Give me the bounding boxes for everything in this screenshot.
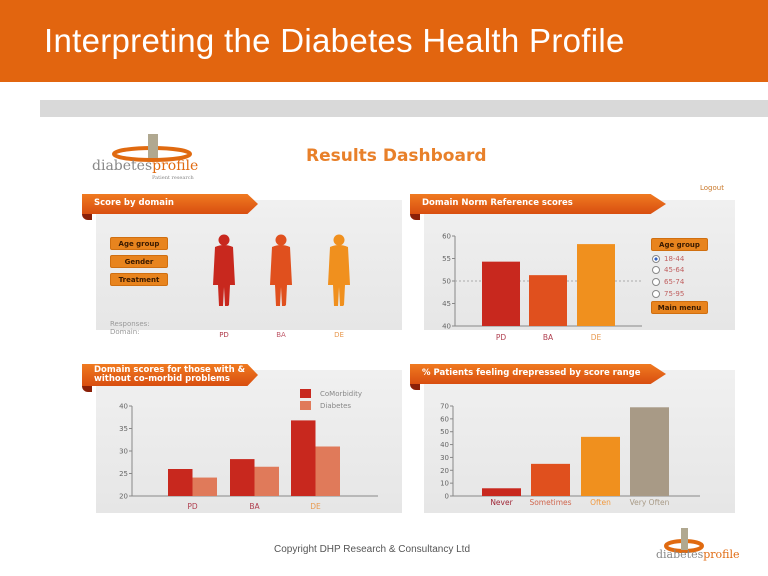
- age-group-select-button[interactable]: Age group: [651, 238, 708, 251]
- ribbon-fold: [410, 382, 420, 390]
- category-label: DE: [310, 502, 321, 511]
- main-menu-button[interactable]: Main menu: [651, 301, 708, 314]
- category-label: Sometimes: [529, 498, 571, 507]
- category-label: Often: [590, 498, 611, 507]
- bar-Sometimes: [531, 463, 570, 496]
- y-tick-label: 10: [440, 480, 449, 488]
- depressed-panel: [424, 370, 735, 513]
- bar-BA-Diabetes: [254, 466, 279, 496]
- category-label: BA: [543, 333, 554, 342]
- y-tick-label: 40: [119, 403, 128, 411]
- figure-head-PD: [218, 234, 230, 246]
- bar-BA-CoMorbidity: [230, 459, 255, 496]
- figure-head-BA: [275, 234, 287, 246]
- figure-body-PD: [213, 245, 235, 306]
- y-tick-label: 40: [440, 441, 449, 449]
- bar-Very-Often: [630, 407, 669, 496]
- legend-label: CoMorbidity: [320, 390, 362, 398]
- comorbid-panel-header: Domain scores for those with & without c…: [82, 364, 258, 386]
- bar-Never: [482, 488, 521, 496]
- bar-DE: [577, 244, 615, 326]
- y-tick-label: 50: [442, 278, 451, 286]
- footer-logo: diabetesprofile: [656, 528, 740, 561]
- category-label: BA: [249, 502, 260, 511]
- logo-mark-icon: [112, 134, 192, 162]
- y-tick-label: 55: [442, 255, 451, 263]
- ribbon-fold: [410, 212, 420, 220]
- slide-header: Interpreting the Diabetes Health Profile: [0, 0, 768, 82]
- logo-text-b: profile: [152, 158, 199, 174]
- figure-body-DE: [328, 245, 350, 306]
- radio-icon: [652, 266, 660, 274]
- radio-label: 45-64: [664, 266, 685, 274]
- y-tick-label: 50: [440, 428, 449, 436]
- category-label: DE: [591, 333, 602, 342]
- category-label: Never: [490, 498, 513, 507]
- depressed-panel-header: % Patients feeling drepressed by score r…: [410, 364, 666, 384]
- figure-label: PD: [219, 331, 229, 339]
- radio-icon: [652, 278, 660, 286]
- bar-PD-CoMorbidity: [168, 469, 193, 496]
- figure-body-BA: [270, 245, 292, 306]
- responses-label: Responses:: [110, 320, 150, 328]
- radio-label: 75-95: [664, 290, 685, 298]
- copyright: Copyright DHP Research & Consultancy Ltd: [274, 544, 471, 555]
- age-radio-18-44[interactable]: 18-44: [652, 255, 684, 263]
- age-radio-65-74[interactable]: 65-74: [652, 278, 684, 286]
- treatment-button[interactable]: Treatment: [110, 273, 168, 286]
- logo-text-b: profile: [703, 548, 740, 561]
- logo-text-a: diabetes: [656, 548, 704, 561]
- ribbon-fold: [82, 384, 92, 392]
- bar-PD: [482, 261, 520, 326]
- radio-label: 18-44: [664, 255, 685, 263]
- norm-panel-header: Domain Norm Reference scores: [410, 194, 666, 214]
- y-tick-label: 0: [445, 493, 449, 501]
- figure-label: BA: [276, 331, 286, 339]
- logo-mark-icon: [664, 528, 704, 553]
- ribbon-fold: [82, 212, 92, 220]
- age-radio-75-95[interactable]: 75-95: [652, 290, 684, 298]
- bar-DE-CoMorbidity: [291, 420, 316, 496]
- domain-label: Domain:: [110, 328, 140, 336]
- y-tick-label: 60: [440, 415, 449, 423]
- category-label: Very Often: [630, 498, 670, 507]
- category-label: PD: [187, 502, 198, 511]
- gender-button[interactable]: Gender: [110, 255, 168, 268]
- logout-link[interactable]: Logout: [700, 184, 724, 192]
- dashboard-title: Results Dashboard: [306, 146, 487, 166]
- radio-icon: [652, 290, 660, 298]
- bar-Often: [581, 436, 620, 496]
- figure-label: DE: [334, 331, 344, 339]
- score-by-domain-header: Score by domain: [82, 194, 258, 214]
- radio-checked-icon: [652, 255, 660, 263]
- age-group-button[interactable]: Age group: [110, 237, 168, 250]
- y-tick-label: 25: [119, 470, 128, 478]
- logo-tagline: Patient research: [152, 175, 194, 181]
- y-tick-label: 45: [442, 300, 451, 308]
- y-tick-label: 20: [119, 493, 128, 501]
- slide-title: Interpreting the Diabetes Health Profile: [44, 22, 625, 59]
- bar-PD-Diabetes: [192, 477, 217, 496]
- legend-label: Diabetes: [320, 402, 351, 410]
- y-tick-label: 30: [119, 448, 128, 456]
- logo-text-a: diabetes: [92, 158, 153, 174]
- y-tick-label: 70: [440, 403, 449, 411]
- figure-head-DE: [333, 234, 345, 246]
- y-tick-label: 40: [442, 323, 451, 331]
- y-tick-label: 60: [442, 233, 451, 241]
- y-tick-label: 35: [119, 425, 128, 433]
- bar-DE-Diabetes: [315, 446, 340, 496]
- legend-swatch-CoMorbidity: [300, 389, 311, 398]
- bar-BA: [529, 275, 567, 326]
- y-tick-label: 30: [440, 454, 449, 462]
- y-tick-label: 20: [440, 467, 449, 475]
- category-label: PD: [496, 333, 507, 342]
- legend-swatch-Diabetes: [300, 401, 311, 410]
- radio-label: 65-74: [664, 278, 685, 286]
- divider-bar: [40, 100, 768, 117]
- age-radio-45-64[interactable]: 45-64: [652, 266, 684, 274]
